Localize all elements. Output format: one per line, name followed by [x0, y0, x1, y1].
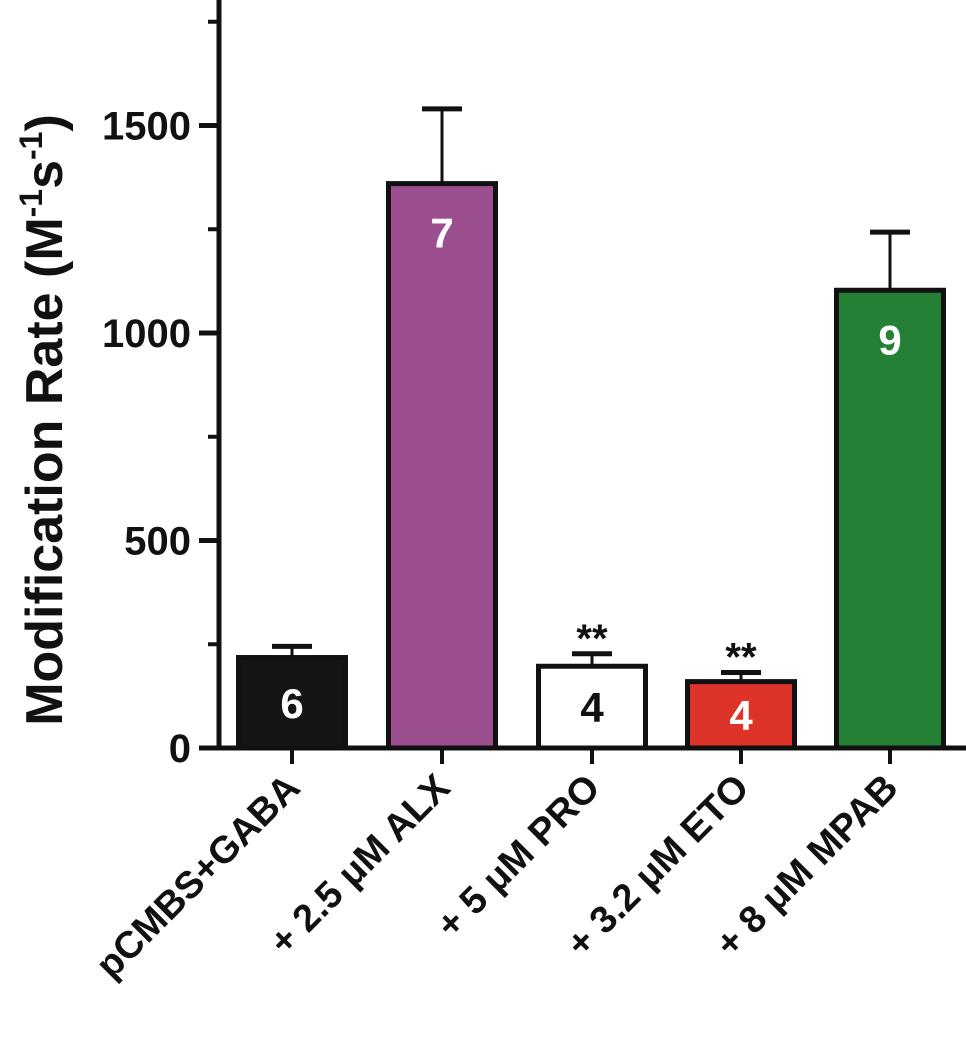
- bar: [386, 181, 498, 751]
- significance-label: **: [576, 617, 608, 661]
- y-axis-title: Modification Rate (M-1s-1): [13, 114, 74, 726]
- y-tick-label: 1000: [102, 312, 191, 356]
- x-axis: pCMBS+GABA+ 2.5 μM ALX+ 5 μM PRO+ 3.2 μM…: [88, 745, 966, 987]
- bar-n-label: 9: [878, 316, 901, 363]
- bar: [834, 287, 946, 751]
- bars: 6 7 4 ** 4 ** 9: [236, 106, 946, 751]
- significance-label: **: [725, 635, 757, 679]
- y-axis-title-end: ): [16, 114, 74, 131]
- y-axis-title-sup2: -1: [13, 132, 49, 160]
- y-axis-title-sup1: -1: [13, 189, 49, 217]
- y-tick-label: 1500: [102, 105, 191, 149]
- bar: [685, 679, 797, 751]
- bar: [536, 663, 648, 751]
- bar-n-label: 4: [580, 684, 604, 731]
- bar-n-label: 7: [430, 210, 453, 257]
- bar-n-label: 4: [729, 692, 753, 739]
- x-tick-label: pCMBS+GABA: [88, 767, 308, 987]
- y-tick-label: 0: [169, 727, 191, 771]
- y-axis-title-mid: s: [16, 160, 74, 189]
- y-axis: 0 500 1000 1500: [102, 0, 222, 771]
- y-axis-title-main: Modification Rate (M: [16, 217, 74, 725]
- bar: [236, 655, 348, 751]
- y-tick-label: 500: [124, 520, 191, 564]
- bar-n-label: 6: [280, 680, 303, 727]
